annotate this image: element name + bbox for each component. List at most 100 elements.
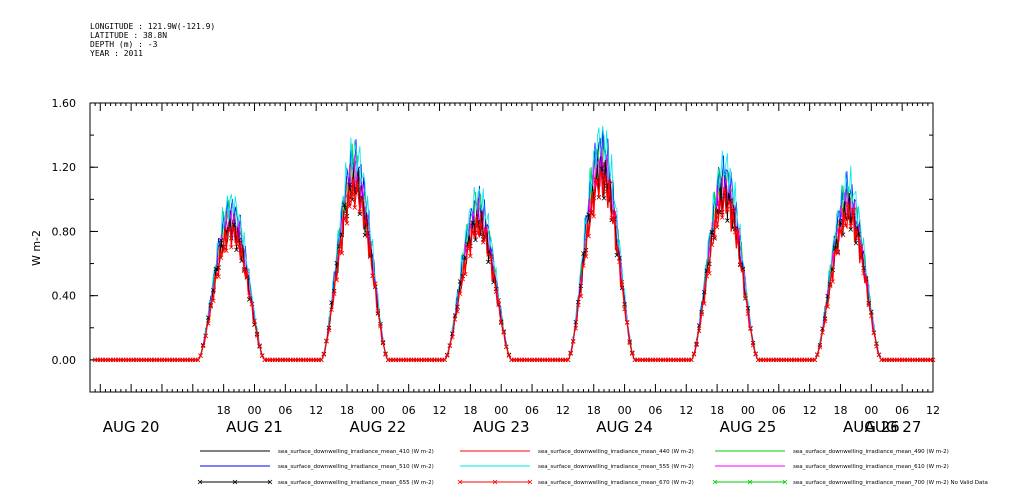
series-marker (735, 228, 740, 233)
series-marker (501, 330, 507, 335)
x-date-label: AUG 23 (473, 418, 530, 436)
series-marker (732, 229, 738, 235)
series-marker (326, 327, 332, 333)
series-marker (827, 283, 833, 289)
year-label: YEAR : 2011 (90, 49, 143, 58)
series-marker (223, 248, 229, 253)
series-marker (565, 357, 571, 363)
series-marker (714, 224, 720, 230)
series-marker (601, 177, 607, 183)
series-marker (722, 187, 728, 192)
series-marker (229, 244, 234, 250)
series-marker (694, 342, 699, 348)
series-marker (866, 302, 872, 308)
series-marker (252, 318, 257, 324)
series-marker (858, 244, 864, 249)
series-marker (447, 343, 453, 348)
legend-marker (232, 479, 238, 485)
series-marker (378, 323, 383, 329)
series-marker (606, 179, 612, 185)
series-marker (249, 301, 255, 307)
series-marker (709, 242, 715, 248)
series-marker (504, 344, 509, 350)
axis-ticks: 0.00 0.40 0.80 1.20 1.60 18 00 06 12 18 00 06 12 18 00… (52, 97, 941, 436)
legend: sea_surface_downwelling_irradiance_mean_… (197, 449, 988, 486)
series-marker (583, 254, 589, 259)
series-marker (712, 234, 717, 240)
series-marker (835, 251, 841, 256)
latitude-label: LATITUDE : 38.8N (90, 31, 168, 40)
series-marker (195, 357, 201, 363)
x-tick-label: 18 (710, 404, 724, 417)
longitude-label: LONGITUDE : 121.9W(-121.9) (90, 22, 216, 31)
series-marker (833, 249, 838, 255)
series-marker (491, 269, 496, 275)
plot-frame (89, 102, 934, 393)
series-marker (383, 352, 388, 357)
series-marker (334, 277, 340, 283)
series-marker (475, 230, 481, 235)
x-tick-label: 06 (895, 404, 909, 417)
series-marker (457, 291, 463, 297)
series-marker (473, 233, 478, 239)
series-marker (257, 343, 262, 348)
series-marker (594, 177, 599, 182)
series-marker (709, 229, 715, 235)
series-marker (573, 326, 579, 331)
series-marker (254, 333, 260, 338)
series-marker (473, 237, 478, 243)
series-marker (470, 229, 476, 235)
series-marker (470, 220, 476, 225)
series-marker (725, 218, 730, 223)
series-marker (367, 241, 373, 246)
series-marker (627, 340, 633, 346)
legend-marker (267, 479, 273, 485)
series-marker (843, 223, 848, 228)
series-marker (609, 215, 615, 221)
series-marker (750, 342, 756, 348)
legend-marker (457, 479, 463, 485)
x-tick-label: 18 (217, 404, 231, 417)
x-tick-label: 12 (679, 404, 693, 417)
series-marker (349, 192, 355, 197)
legend-label: sea_surface_downwelling_irradiance_mean_… (793, 449, 949, 455)
series-marker (737, 261, 743, 267)
series-marker (205, 321, 211, 326)
x-tick-label: 12 (803, 404, 817, 417)
series-marker (352, 205, 358, 210)
series-marker (462, 271, 468, 277)
series-marker (360, 197, 365, 203)
series-marker (331, 291, 337, 296)
series-marker (719, 215, 725, 220)
series-marker (869, 313, 874, 319)
series-marker (450, 334, 455, 340)
y-tick-label: 0.40 (52, 290, 77, 303)
legend-marker (527, 479, 533, 485)
series-marker (465, 246, 471, 251)
depth-label: DEPTH (m) : -3 (90, 40, 158, 49)
series-marker (324, 339, 329, 344)
series-marker (853, 228, 859, 233)
series-marker (244, 268, 250, 273)
series-marker (370, 273, 375, 279)
series-marker (380, 339, 386, 345)
legend-label: sea_surface_downwelling_irradiance_mean_… (278, 464, 434, 470)
series-marker (344, 221, 350, 226)
x-tick-label: 00 (247, 404, 261, 417)
series-marker (203, 333, 208, 339)
series-line-2 (95, 161, 933, 361)
y-tick-label: 0.80 (52, 225, 77, 238)
x-tick-label: 18 (587, 404, 601, 417)
legend-label: sea_surface_downwelling_irradiance_mean_… (278, 449, 434, 455)
legend-marker (197, 479, 203, 485)
legend-label: sea_surface_downwelling_irradiance_mean_… (793, 480, 988, 486)
series-marker (588, 209, 594, 215)
series-marker (812, 357, 818, 363)
series-marker (442, 357, 447, 363)
x-date-label: AUG 21 (226, 418, 283, 436)
series-marker (851, 207, 856, 213)
series-marker (817, 344, 823, 350)
series-marker (213, 266, 219, 272)
series-marker (200, 343, 206, 349)
series-marker (460, 276, 465, 282)
